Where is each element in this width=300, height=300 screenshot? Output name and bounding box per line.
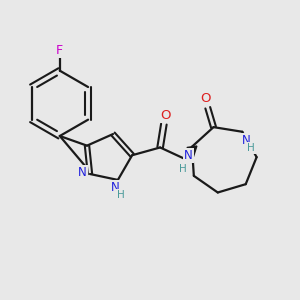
Text: N: N xyxy=(242,134,250,147)
Polygon shape xyxy=(187,146,197,157)
Text: O: O xyxy=(200,92,210,105)
Text: H: H xyxy=(247,143,255,153)
Text: H: H xyxy=(117,190,125,200)
Text: N: N xyxy=(184,149,193,162)
Text: H: H xyxy=(179,164,187,174)
Text: N: N xyxy=(78,166,87,179)
Text: N: N xyxy=(110,181,119,194)
Text: F: F xyxy=(56,44,63,57)
Text: O: O xyxy=(160,109,171,122)
